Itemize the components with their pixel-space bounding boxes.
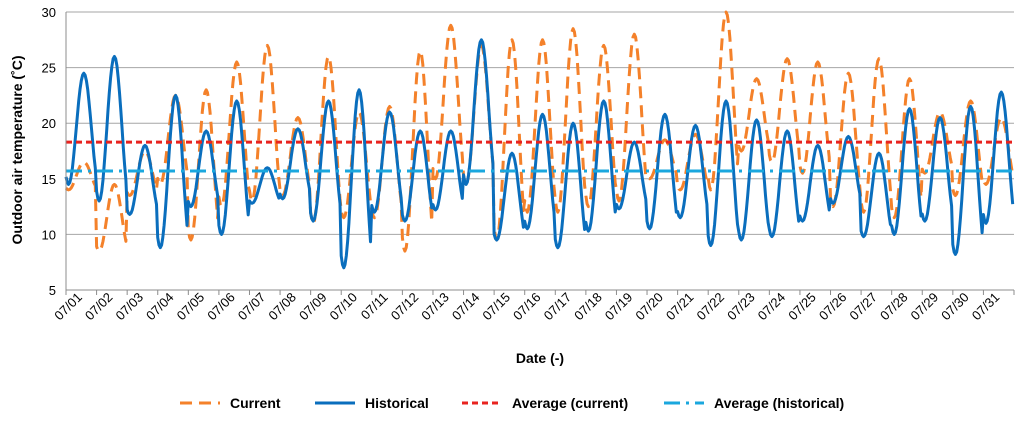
x-tick-label: 07/29	[908, 290, 942, 324]
series-line-current	[64, 10, 1015, 253]
legend-label: Current	[230, 395, 281, 411]
legend-label: Historical	[365, 395, 429, 411]
x-tick-label: 07/20	[632, 290, 666, 324]
x-tick-label: 07/24	[755, 290, 789, 324]
x-tick-label: 07/04	[143, 290, 177, 324]
x-tick-label: 07/23	[724, 290, 758, 324]
x-tick-label: 07/05	[174, 290, 208, 324]
x-tick-label: 07/26	[816, 290, 850, 324]
x-tick-label: 07/31	[969, 290, 1003, 324]
x-tick-label: 07/28	[877, 290, 911, 324]
x-tick-label: 07/03	[112, 290, 146, 324]
legend: Current Historical Average (current) Averag…	[180, 395, 844, 411]
series-layer	[64, 10, 1015, 270]
x-tick-label: 07/08	[265, 290, 299, 324]
x-tick-label: 07/07	[235, 290, 269, 324]
x-tick-label: 07/11	[358, 290, 391, 323]
x-tick-label: 07/12	[388, 290, 422, 324]
legend-label: Average (current)	[512, 395, 628, 411]
x-tick-label: 07/19	[602, 290, 636, 324]
x-tick-label: 07/30	[938, 290, 972, 324]
x-tick-label: 07/25	[785, 290, 819, 324]
x-tick-label: 07/13	[418, 290, 452, 324]
x-tick-label: 07/10	[327, 290, 361, 324]
x-tick-label: 07/22	[694, 290, 728, 324]
series-line-historical	[64, 38, 1015, 270]
y-tick-label: 30	[42, 5, 56, 20]
x-tick-label: 07/17	[541, 290, 575, 324]
x-tick-label: 07/16	[510, 290, 544, 324]
x-tick-label: 07/21	[663, 290, 697, 324]
x-tick-label: 07/09	[296, 290, 330, 324]
x-tick-label: 07/14	[449, 290, 483, 324]
x-tick-label: 07/27	[846, 290, 880, 324]
x-axis-title: Date (-)	[516, 350, 564, 366]
x-tick-label: 07/18	[571, 290, 605, 324]
x-tick-label: 07/02	[82, 290, 116, 324]
y-tick-label: 15	[42, 172, 56, 187]
x-tick-label: 07/06	[204, 290, 238, 324]
x-tick-label: 07/15	[479, 290, 513, 324]
y-tick-label: 5	[49, 283, 56, 298]
x-tick-label: 07/01	[51, 290, 85, 324]
y-axis-title: Outdoor air temperature (˚C)	[9, 55, 25, 244]
y-tick-label: 10	[42, 227, 56, 242]
y-tick-label: 20	[42, 116, 56, 131]
legend-label: Average (historical)	[714, 395, 844, 411]
y-tick-label: 25	[42, 61, 56, 76]
